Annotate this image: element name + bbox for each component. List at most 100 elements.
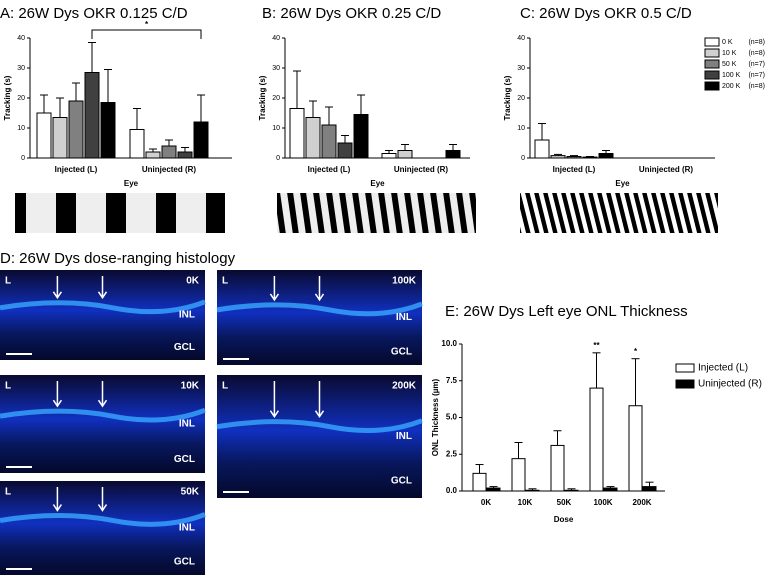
x-tick-label: Injected (L) — [55, 165, 98, 174]
significance-bracket — [91, 29, 202, 39]
bar — [525, 489, 540, 492]
arrow — [52, 381, 63, 408]
y-tick-label: 20 — [17, 95, 25, 102]
layer-label: GCL — [391, 346, 412, 357]
legend-n: (n=7) — [748, 72, 765, 79]
side-label: L — [5, 381, 11, 392]
error-bar — [401, 144, 409, 151]
annotation: * — [634, 347, 638, 356]
x-tick-label: 10K — [518, 498, 533, 507]
bar — [289, 108, 305, 159]
y-tick-label: 20 — [517, 95, 525, 102]
y-axis-label: Tracking (s) — [258, 75, 267, 120]
legend-n: (n=7) — [748, 61, 765, 68]
error-bar — [72, 82, 80, 101]
bar — [445, 150, 461, 159]
arrow — [52, 276, 63, 300]
y-axis-label: Tracking (s) — [3, 75, 12, 120]
error-bar — [631, 358, 640, 406]
bar — [193, 121, 209, 159]
x-tick-label: 100K — [593, 498, 612, 507]
error-bar — [645, 481, 654, 487]
chart-title: E: 26W Dys Left eye ONL Thickness — [445, 303, 688, 320]
y-tick-label: 10 — [272, 125, 280, 132]
error-bar — [197, 94, 205, 122]
x-tick-label: Injected (L) — [553, 165, 596, 174]
arrow — [314, 276, 325, 302]
error-bar — [40, 94, 48, 113]
arrow — [269, 276, 280, 302]
bar — [161, 145, 177, 159]
error-bar — [56, 97, 64, 118]
annotation: * — [145, 20, 149, 29]
bar — [566, 156, 582, 159]
error-bar — [554, 153, 562, 156]
legend-swatch — [675, 363, 695, 373]
layer-label: GCL — [174, 454, 195, 465]
error-bar — [514, 441, 523, 459]
bar — [550, 444, 565, 492]
y-tick-label: 30 — [517, 65, 525, 72]
legend-n: (n=8) — [748, 83, 765, 90]
bar — [177, 151, 193, 159]
error-bar — [325, 106, 333, 125]
legend-swatch — [704, 37, 720, 47]
bar — [100, 102, 116, 159]
bar — [603, 487, 618, 492]
error-bar — [181, 147, 189, 152]
y-tick-label: 30 — [17, 65, 25, 72]
error-bar — [592, 352, 601, 389]
side-label: L — [222, 276, 228, 287]
dose-label: 100K — [392, 276, 417, 287]
legend-swatch — [704, 70, 720, 80]
annotation: ** — [593, 341, 600, 350]
error-bar — [489, 486, 498, 489]
y-tick-label: 40 — [17, 35, 25, 42]
bar — [511, 458, 526, 492]
onl-band — [216, 418, 423, 433]
bar — [598, 153, 614, 159]
y-tick-label: 10.0 — [441, 339, 457, 348]
bar — [472, 472, 487, 492]
grating-image — [277, 193, 476, 233]
error-bar — [357, 94, 365, 115]
error-bar — [293, 70, 301, 109]
grating-image — [15, 193, 225, 233]
error-bar — [586, 156, 594, 158]
chart-title: C: 26W Dys OKR 0.5 C/D — [520, 5, 692, 22]
y-tick-label: 7.5 — [446, 376, 458, 385]
y-tick-label: 10 — [517, 125, 525, 132]
y-tick-label: 30 — [272, 65, 280, 72]
legend-label: 50 K — [722, 61, 737, 68]
dose-label: 0K — [186, 276, 200, 287]
error-bar — [88, 42, 96, 73]
x-axis-label: Eye — [615, 179, 630, 188]
error-bar — [538, 123, 546, 140]
y-tick-label: 2.5 — [446, 449, 458, 458]
bar — [68, 100, 84, 159]
arrow — [314, 381, 325, 419]
bar — [84, 72, 100, 159]
bar — [582, 156, 598, 159]
bar — [486, 487, 501, 492]
onl-band — [0, 407, 206, 423]
arrow — [97, 487, 108, 512]
layer-label: INL — [179, 419, 195, 430]
layer-label: GCL — [174, 556, 195, 567]
legend-n: (n=8) — [748, 50, 765, 57]
arrow — [52, 487, 63, 512]
x-axis-label: Eye — [370, 179, 385, 188]
bar — [628, 405, 643, 492]
arrow — [269, 381, 280, 419]
onl-band — [0, 512, 206, 527]
error-bar — [528, 488, 537, 491]
grating-image — [520, 193, 718, 233]
error-bar — [149, 148, 157, 152]
side-label: L — [5, 276, 11, 287]
y-tick-label: 40 — [272, 35, 280, 42]
bar — [534, 139, 550, 159]
x-tick-label: 200K — [632, 498, 651, 507]
x-axis-label: Eye — [124, 179, 139, 188]
error-bar — [385, 150, 393, 154]
